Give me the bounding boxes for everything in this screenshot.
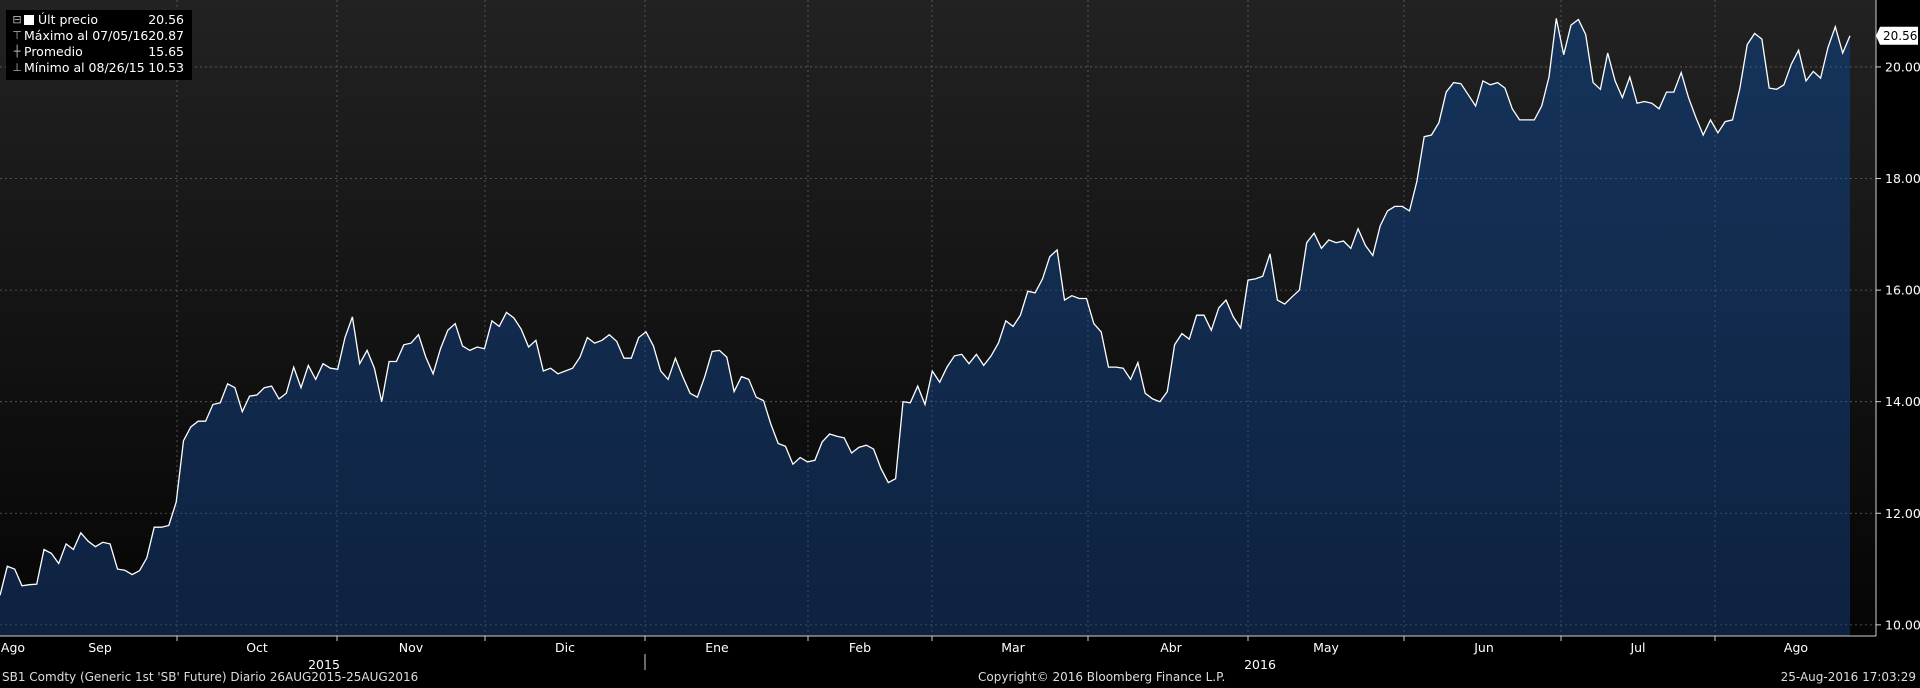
price-line [0, 18, 1851, 596]
x-tick-label: Abr [1160, 640, 1182, 655]
legend-value-max: 20.87 [148, 28, 184, 43]
x-year-label: 2015 [308, 657, 340, 672]
x-tick-label: May [1313, 640, 1339, 655]
price-area-fill [0, 18, 1850, 636]
legend: ⊟ Últ precio 20.56 ⊤ Máximo al 07/05/16 … [6, 10, 192, 80]
x-year-label: 2016 [1244, 657, 1276, 672]
y-tick-label: 14.00 [1885, 394, 1920, 409]
legend-max-marker-icon: ⊤ [12, 29, 22, 42]
legend-value-last: 20.56 [148, 12, 184, 27]
footer-copyright: Copyright© 2016 Bloomberg Finance L.P. [978, 670, 1226, 684]
x-tick-label: Ago [1, 640, 25, 655]
legend-value-avg: 15.65 [148, 44, 184, 59]
x-tick-label: Feb [849, 640, 871, 655]
legend-row-avg: ┼ Promedio 15.65 [10, 44, 184, 60]
footer-security-description: SB1 Comdty (Generic 1st 'SB' Future) Dia… [2, 670, 419, 684]
legend-row-max: ⊤ Máximo al 07/05/16 20.87 [10, 28, 184, 44]
last-price-tag: 20.56 [1876, 26, 1918, 45]
x-tick-label: Jul [1629, 640, 1645, 655]
x-tick-label: Ago [1784, 640, 1808, 655]
x-tick-label: Mar [1001, 640, 1025, 655]
legend-square-icon: ⊟ [12, 13, 22, 26]
legend-avg-marker-icon: ┼ [13, 45, 21, 58]
footer-timestamp: 25-Aug-2016 17:03:29 [1780, 670, 1916, 684]
x-tick-label: Jun [1473, 640, 1494, 655]
x-tick-label: Dic [555, 640, 575, 655]
y-tick-label: 10.00 [1885, 617, 1920, 632]
legend-label-avg: Promedio [24, 44, 83, 59]
x-tick-label: Sep [88, 640, 112, 655]
last-price-tag-label: 20.56 [1883, 29, 1917, 43]
x-tick-label: Oct [246, 640, 268, 655]
legend-value-min: 10.53 [148, 60, 184, 75]
x-tick-label: Ene [705, 640, 729, 655]
legend-label-min: Mínimo al 08/26/15 [24, 60, 145, 75]
x-axis: Ago Sep Oct Nov Dic Ene Feb Mar Abr May Jun Jul Ago 2… [0, 635, 1876, 672]
y-tick-label: 16.00 [1885, 283, 1920, 298]
legend-swatch [24, 15, 34, 25]
y-tick-label: 18.00 [1885, 171, 1920, 186]
legend-label-max: Máximo al 07/05/16 [24, 28, 149, 43]
y-tick-label: 20.00 [1885, 59, 1920, 74]
legend-row-min: ⊥ Mínimo al 08/26/15 10.53 [10, 60, 184, 76]
y-axis: 10.00 12.00 14.00 16.00 18.00 20.00 [1875, 0, 1920, 636]
x-tick-label: Nov [399, 640, 424, 655]
y-tick-label: 12.00 [1885, 506, 1920, 521]
legend-label-last: Últ precio [38, 12, 98, 27]
legend-min-marker-icon: ⊥ [12, 61, 22, 74]
legend-row-last: ⊟ Últ precio 20.56 [10, 12, 184, 28]
